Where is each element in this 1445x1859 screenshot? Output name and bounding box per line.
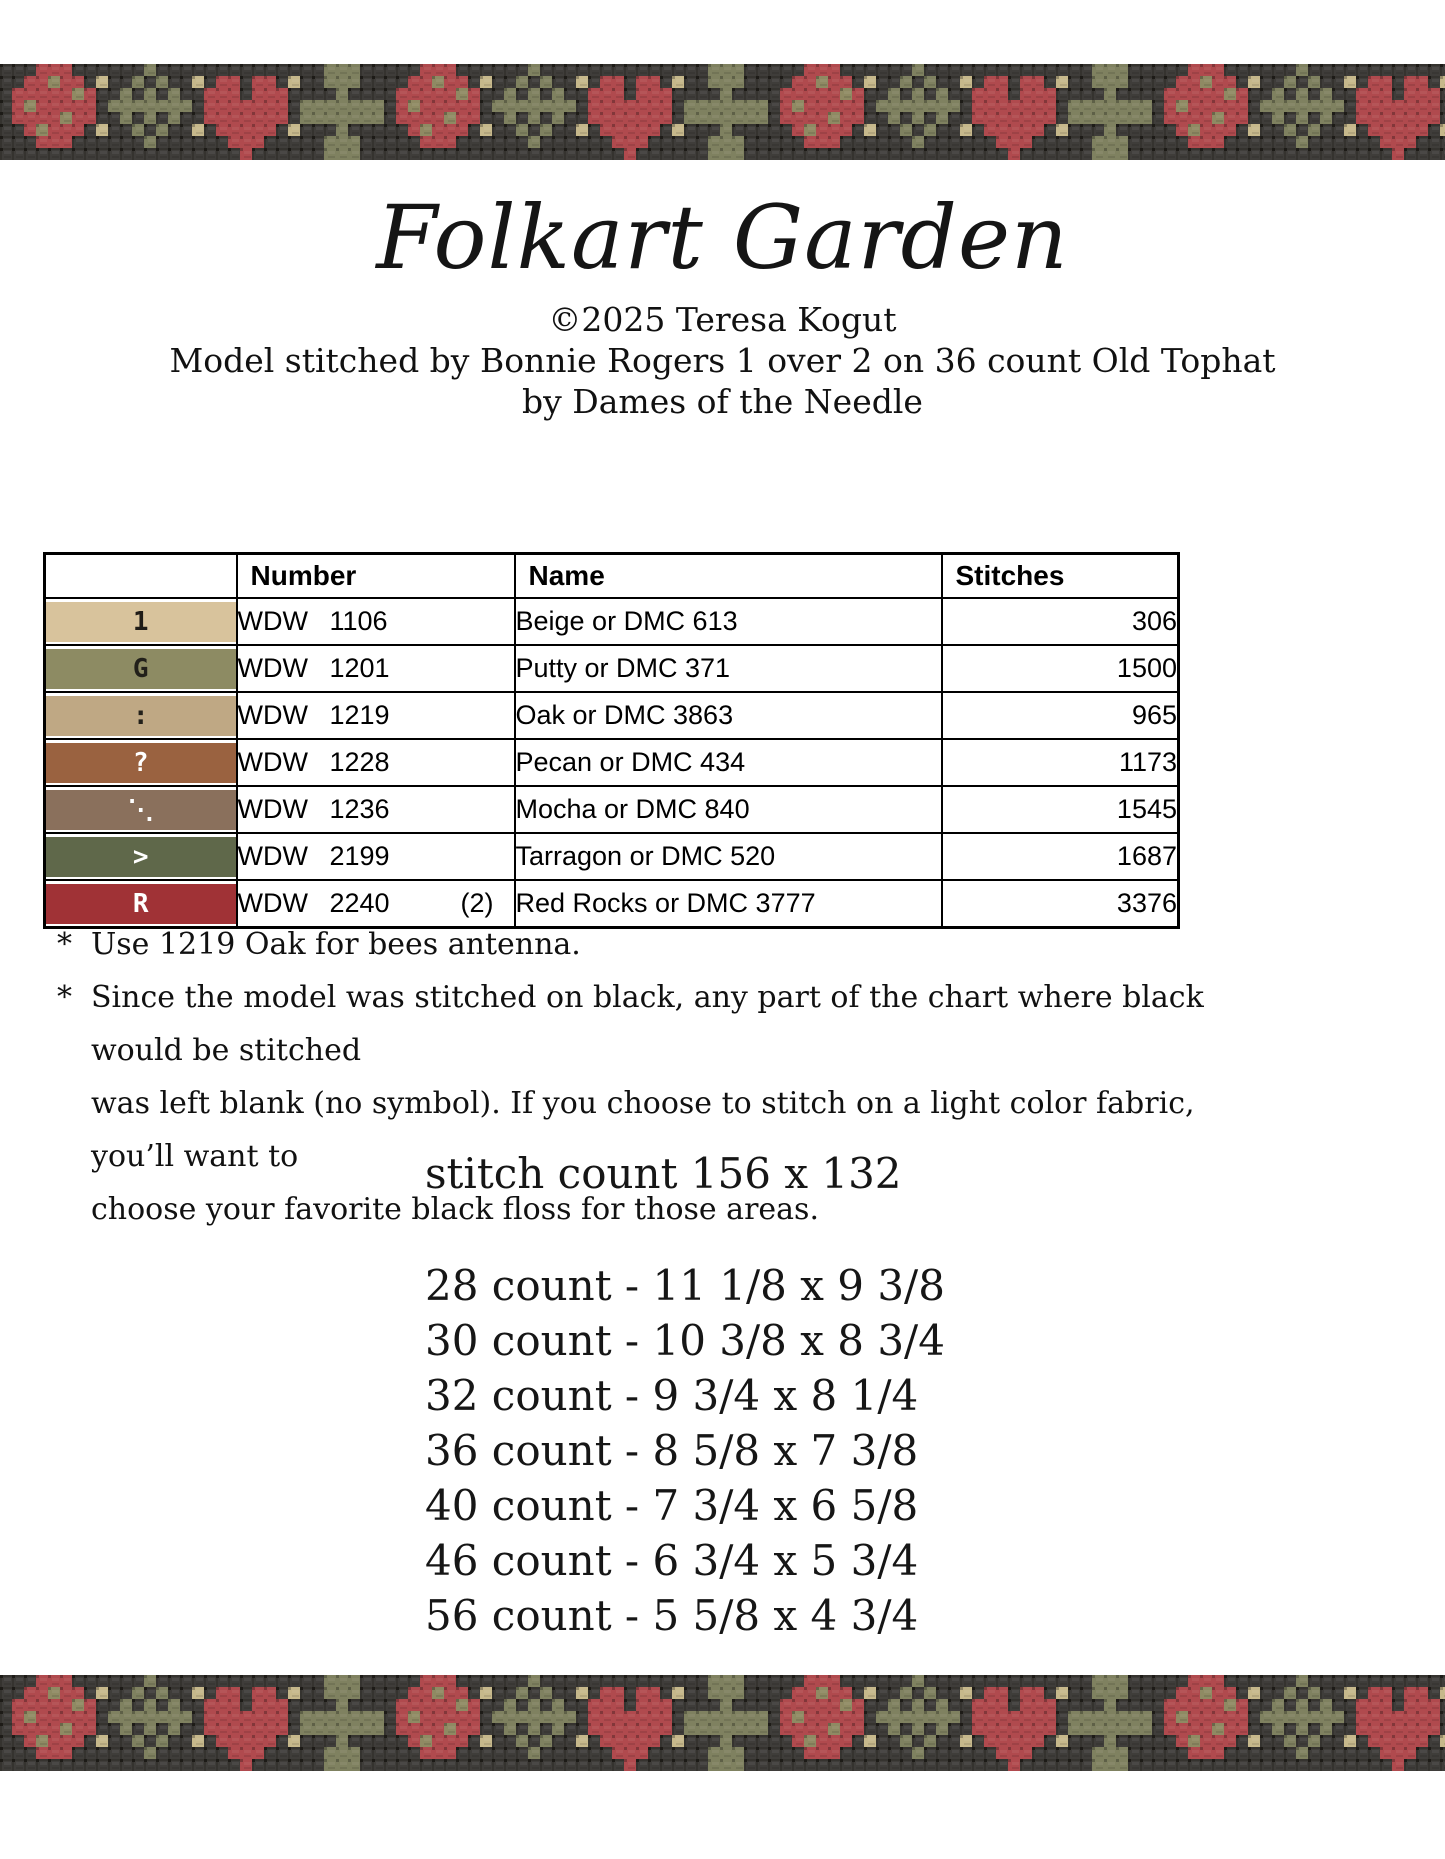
- number-cell: WDW 2240 (2): [235, 879, 516, 929]
- fabric-size-line: 30 count - 10 3/8 x 8 3/4: [425, 1316, 945, 1365]
- symbol-glyph: ⋱: [127, 794, 154, 825]
- fabric-sizes-list: 28 count - 11 1/8 x 9 3/8 30 count - 10 …: [425, 1258, 945, 1643]
- color-swatch-cell: :: [43, 691, 238, 740]
- table-row: R WDW 2240 (2) Red Rocks or DMC 3777 3376: [43, 879, 1180, 929]
- name-cell: Pecan or DMC 434: [513, 738, 943, 787]
- stitches-column-header: Stitches: [940, 552, 1180, 599]
- fabric-size-line: 56 count - 5 5/8 x 4 3/4: [425, 1591, 919, 1640]
- color-swatch-cell: >: [43, 832, 238, 881]
- note-line: was left blank (no symbol). If you choos…: [91, 1086, 1195, 1174]
- table-row: ? WDW 1228 Pecan or DMC 434 1173: [43, 738, 1180, 787]
- fabric-size-line: 28 count - 11 1/8 x 9 3/8: [425, 1261, 945, 1310]
- note-line: choose your favorite black floss for tho…: [91, 1192, 819, 1227]
- name-cell: Oak or DMC 3863: [513, 691, 943, 740]
- fabric-size-line: 36 count - 8 5/8 x 7 3/8: [425, 1426, 919, 1475]
- note-marker: *: [57, 980, 72, 1015]
- note-line: Use 1219 Oak for bees antenna.: [91, 927, 581, 962]
- number-column-header: Number: [235, 552, 516, 599]
- color-swatch-cell: 1: [43, 597, 238, 646]
- color-swatch-cell: ⋱: [43, 785, 238, 834]
- name-cell: Beige or DMC 613: [513, 597, 943, 646]
- number-cell: WDW 1228: [235, 738, 516, 787]
- name-cell: Red Rocks or DMC 3777: [513, 879, 943, 929]
- symbol-glyph: ?: [132, 747, 149, 778]
- name-cell: Tarragon or DMC 520: [513, 832, 943, 881]
- page-title: Folkart Garden: [376, 186, 1069, 289]
- table-row: : WDW 1219 Oak or DMC 3863 965: [43, 691, 1180, 740]
- color-swatch: >: [46, 836, 236, 877]
- table-row: 1 WDW 1106 Beige or DMC 613 306: [43, 597, 1180, 646]
- number-cell: WDW 2199: [235, 832, 516, 881]
- color-swatch: G: [46, 648, 236, 689]
- name-cell: Putty or DMC 371: [513, 644, 943, 693]
- color-swatch-cell: ?: [43, 738, 238, 787]
- name-cell: Mocha or DMC 840: [513, 785, 943, 834]
- stitches-cell: 965: [940, 691, 1180, 740]
- symbol-column-header: [43, 552, 238, 599]
- credit-line-2: by Dames of the Needle: [522, 382, 923, 421]
- color-swatch: 1: [46, 601, 236, 642]
- stitches-cell: 1545: [940, 785, 1180, 834]
- notes-section: * Use 1219 Oak for bees antenna. * Since…: [57, 918, 1207, 1236]
- number-cell: WDW 1106: [235, 597, 516, 646]
- number-cell: WDW 1201: [235, 644, 516, 693]
- fabric-size-line: 32 count - 9 3/4 x 8 1/4: [425, 1371, 919, 1420]
- number-cell: WDW 1236: [235, 785, 516, 834]
- note-item: * Since the model was stitched on black,…: [57, 971, 1207, 1236]
- note-item: * Use 1219 Oak for bees antenna.: [57, 918, 1207, 971]
- table-row: ⋱ WDW 1236 Mocha or DMC 840 1545: [43, 785, 1180, 834]
- stitches-cell: 1500: [940, 644, 1180, 693]
- name-column-header: Name: [513, 552, 943, 599]
- table-row: > WDW 2199 Tarragon or DMC 520 1687: [43, 832, 1180, 881]
- symbol-glyph: G: [132, 653, 149, 684]
- color-swatch: :: [46, 695, 236, 736]
- color-swatch: R: [46, 883, 236, 924]
- stitches-cell: 306: [940, 597, 1180, 646]
- table-row: G WDW 1201 Putty or DMC 371 1500: [43, 644, 1180, 693]
- number-cell: WDW 1219: [235, 691, 516, 740]
- color-swatch-cell: R: [43, 879, 238, 929]
- cross-stitch-border-top: [0, 64, 1445, 160]
- symbol-glyph: 1: [132, 606, 149, 637]
- stitch-count: stitch count 156 x 132: [425, 1149, 902, 1198]
- table-header-row: Number Name Stitches: [43, 552, 1180, 599]
- note-marker: *: [57, 927, 72, 962]
- cross-stitch-border-bottom: [0, 1675, 1445, 1771]
- color-swatch: ?: [46, 742, 236, 783]
- stitches-cell: 1687: [940, 832, 1180, 881]
- copyright-line: ©2025 Teresa Kogut: [548, 300, 897, 339]
- stitches-cell: 3376: [940, 879, 1180, 929]
- color-swatch-cell: G: [43, 644, 238, 693]
- symbol-glyph: >: [132, 841, 149, 872]
- stitches-cell: 1173: [940, 738, 1180, 787]
- symbol-glyph: :: [132, 700, 149, 731]
- note-line: Since the model was stitched on black, a…: [91, 980, 1204, 1068]
- fabric-size-line: 46 count - 6 3/4 x 5 3/4: [425, 1536, 919, 1585]
- size-info-section: stitch count 156 x 132 28 count - 11 1/8…: [425, 1148, 945, 1643]
- fabric-size-line: 40 count - 7 3/4 x 6 5/8: [425, 1481, 919, 1530]
- credit-line-1: Model stitched by Bonnie Rogers 1 over 2…: [169, 341, 1276, 380]
- floss-color-table: Number Name Stitches 1 WDW 1106 Beige or …: [43, 552, 1180, 929]
- color-swatch: ⋱: [46, 789, 236, 830]
- symbol-glyph: R: [132, 888, 149, 919]
